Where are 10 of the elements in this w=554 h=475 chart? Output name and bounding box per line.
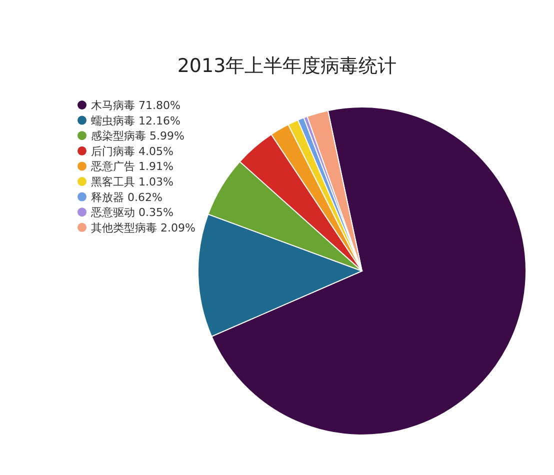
legend-label: 感染型病毒 5.99%: [91, 130, 184, 143]
legend-label: 恶意驱动 0.35%: [90, 206, 174, 220]
legend-label: 后门病毒 4.05%: [91, 144, 174, 158]
legend-label: 黑客工具 1.03%: [91, 176, 174, 188]
legend-label: 木马病毒 71.80%: [91, 99, 180, 112]
legend-label: 释放器 0.62%: [91, 190, 162, 204]
legend-label: 蠕虫病毒 12.16%: [91, 114, 180, 128]
chart-title: 2013年上半年度病毒统计: [177, 55, 397, 77]
legend-label: 恶意广告 1.91%: [90, 160, 174, 174]
legend-label: 其他类型病毒 2.09%: [91, 221, 196, 234]
